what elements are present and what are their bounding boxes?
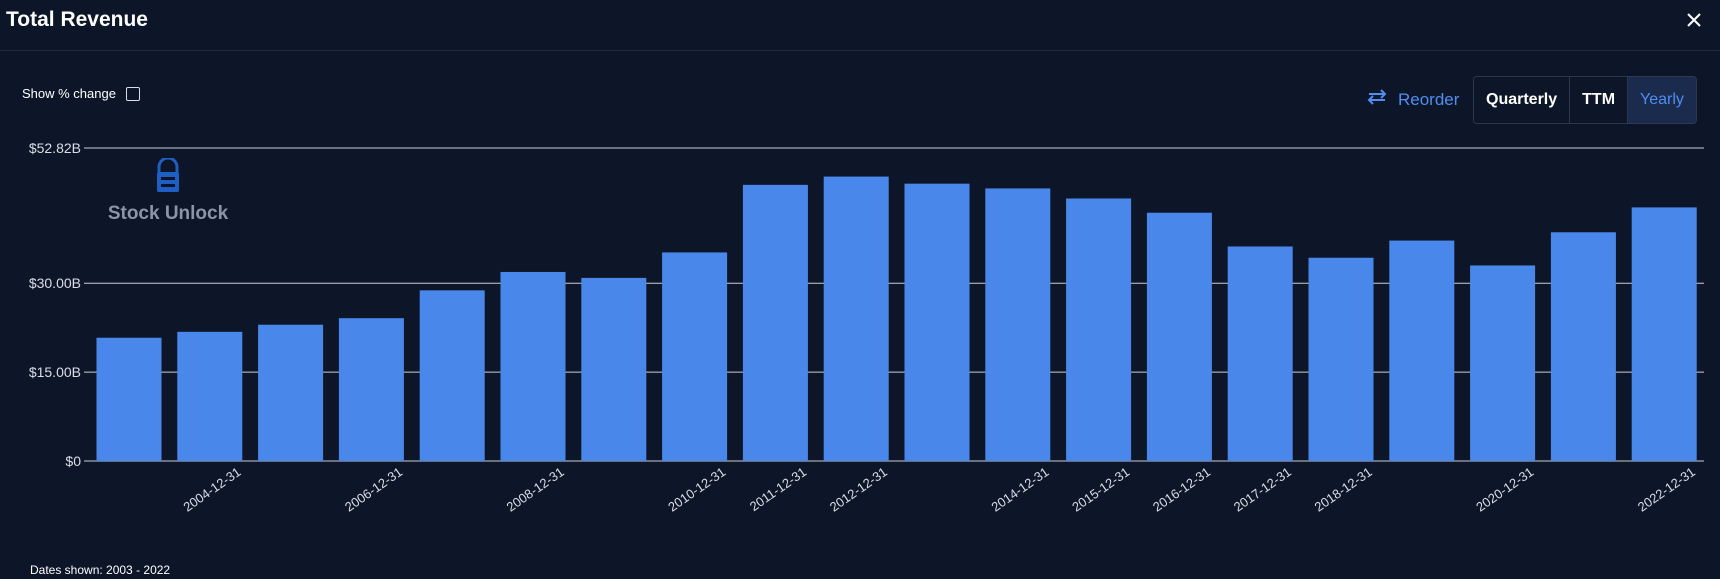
- x-tick-label: 2017-12-31: [1231, 464, 1294, 514]
- bar-2005-12-31[interactable]: [258, 324, 324, 461]
- show-pct-change-checkbox[interactable]: [125, 86, 140, 101]
- stock-unlock-watermark: Stock Unlock: [104, 156, 232, 225]
- show-pct-change-toggle[interactable]: Show % change: [22, 86, 140, 101]
- bar-2013-12-31[interactable]: [904, 183, 970, 462]
- bar-2015-12-31[interactable]: [1066, 198, 1132, 461]
- x-tick-label: 2008-12-31: [504, 464, 567, 514]
- close-icon[interactable]: [1680, 6, 1708, 34]
- x-tick-label: 2011-12-31: [747, 464, 809, 514]
- x-tick-label: 2014-12-31: [988, 464, 1051, 514]
- bar-2022-12-31[interactable]: [1631, 207, 1697, 461]
- y-tick-label: $30.00B: [29, 275, 81, 291]
- x-tick-label: 2012-12-31: [827, 464, 890, 514]
- x-tick-label: 2016-12-31: [1150, 464, 1213, 514]
- x-tick-label: 2010-12-31: [665, 464, 728, 514]
- bar-2018-12-31[interactable]: [1308, 257, 1374, 461]
- bar-2004-12-31[interactable]: [177, 331, 243, 461]
- reorder-button[interactable]: Reorder: [1366, 89, 1459, 110]
- watermark-text: Stock Unlock: [107, 203, 229, 224]
- bar-2006-12-31[interactable]: [338, 318, 404, 461]
- swap-arrows-icon: [1366, 89, 1388, 110]
- bar-2012-12-31[interactable]: [823, 176, 889, 461]
- bar-2003-12-31[interactable]: [96, 337, 162, 461]
- bar-2007-12-31[interactable]: [419, 290, 485, 461]
- bar-2021-12-31[interactable]: [1550, 232, 1616, 461]
- period-ttm-button[interactable]: TTM: [1570, 77, 1629, 123]
- bar-2011-12-31[interactable]: [742, 184, 808, 461]
- y-tick-label: $0: [65, 453, 81, 469]
- bar-2016-12-31[interactable]: [1146, 212, 1212, 461]
- x-tick-label: 2006-12-31: [342, 464, 405, 514]
- bar-2014-12-31[interactable]: [985, 188, 1051, 461]
- x-tick-label: 2015-12-31: [1069, 464, 1132, 514]
- period-quarterly-button[interactable]: Quarterly: [1474, 77, 1571, 123]
- modal-header: Total Revenue: [0, 0, 1720, 51]
- bar-2020-12-31[interactable]: [1470, 265, 1536, 461]
- bar-2009-12-31[interactable]: [581, 277, 647, 461]
- period-yearly-button[interactable]: Yearly: [1628, 77, 1696, 123]
- bar-2017-12-31[interactable]: [1227, 246, 1293, 461]
- y-tick-label: $52.82B: [29, 140, 81, 156]
- x-tick-label: 2020-12-31: [1473, 464, 1536, 514]
- bar-2019-12-31[interactable]: [1389, 240, 1455, 461]
- show-pct-change-label: Show % change: [22, 86, 116, 101]
- reorder-label: Reorder: [1398, 89, 1460, 109]
- lock-logo-icon: [157, 156, 179, 192]
- x-tick-label: 2022-12-31: [1635, 464, 1698, 514]
- period-selector: Quarterly TTM Yearly: [1473, 76, 1697, 124]
- y-tick-label: $15.00B: [29, 364, 81, 380]
- bar-2010-12-31[interactable]: [662, 252, 728, 461]
- page-title: Total Revenue: [6, 8, 148, 31]
- bar-2008-12-31[interactable]: [500, 271, 566, 461]
- x-tick-label: 2004-12-31: [180, 464, 243, 514]
- x-tick-label: 2018-12-31: [1312, 464, 1375, 514]
- dates-shown-note: Dates shown: 2003 - 2022: [30, 563, 171, 577]
